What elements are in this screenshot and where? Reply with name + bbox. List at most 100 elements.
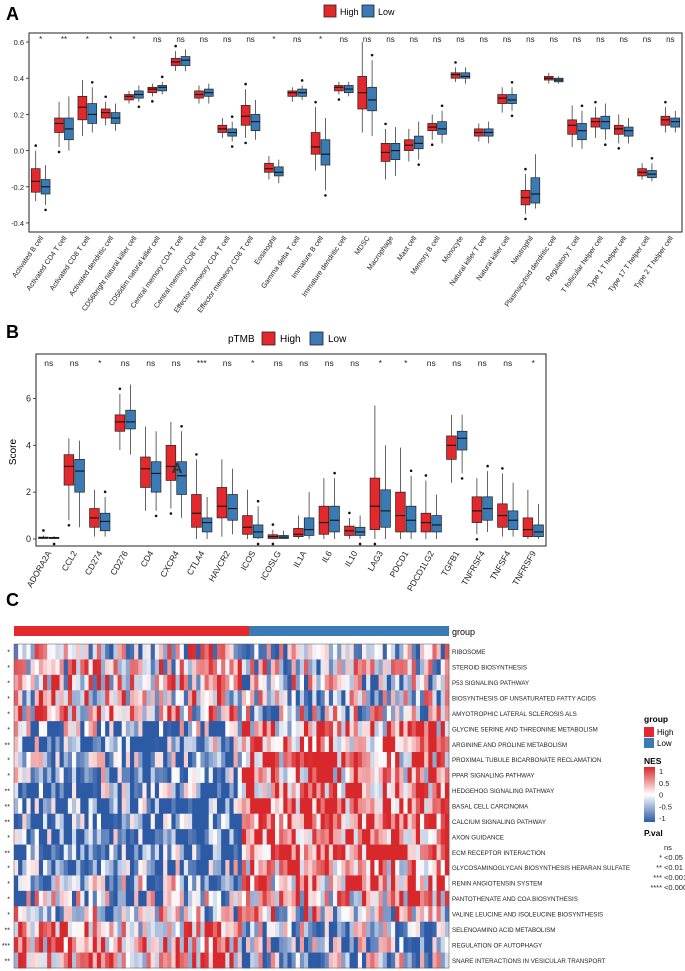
- heatmap-cell: [208, 813, 214, 830]
- heatmap-cell: [320, 952, 326, 969]
- heatmap-cell: [353, 860, 359, 876]
- heatmap-cell: [150, 906, 156, 923]
- heatmap-cell: [117, 782, 123, 799]
- heatmap-cell: [134, 952, 139, 969]
- heatmap-cell: [221, 937, 226, 953]
- significance-label: ns: [619, 35, 627, 44]
- heatmap-cell: [374, 782, 379, 799]
- heatmap-cell: [275, 782, 280, 799]
- heatmap-cell: [221, 906, 226, 923]
- heatmap-cell: [138, 767, 143, 784]
- heatmap-cell: [246, 644, 251, 660]
- legend-c-group-title: group: [644, 714, 668, 724]
- heatmap-cell: [80, 752, 85, 768]
- heatmap-cell: [146, 752, 152, 768]
- heatmap-cell: [14, 798, 19, 815]
- heatmap-cell: [225, 767, 230, 784]
- heatmap-cell: [84, 860, 89, 876]
- heatmap-cell: [212, 829, 218, 845]
- heatmap-cell: [200, 906, 205, 923]
- heatmap-cell: [34, 721, 40, 737]
- heatmap-cell: [241, 890, 247, 907]
- heatmap-cell: [175, 844, 181, 861]
- heatmap-cell: [411, 952, 417, 969]
- heatmap-cell: [183, 921, 189, 938]
- heatmap-cell: [43, 890, 48, 907]
- box-high: [310, 132, 321, 155]
- heatmap-cell: [254, 875, 259, 892]
- significance-label: *: [109, 35, 112, 44]
- heatmap-cell: [378, 921, 384, 938]
- heatmap-cell: [353, 767, 359, 784]
- heatmap-cell: [275, 860, 280, 876]
- box-low: [125, 409, 136, 430]
- heatmap-cell: [26, 752, 31, 768]
- heatmap-cell: [378, 767, 384, 784]
- heatmap-cell: [432, 644, 437, 660]
- heatmap-cell: [444, 798, 450, 815]
- heatmap-cell: [320, 721, 326, 737]
- heatmap-cell: [154, 829, 160, 845]
- heatmap-cell: [444, 721, 450, 737]
- heatmap-cell: [312, 952, 317, 969]
- heatmap-cell: [204, 782, 210, 799]
- heatmap-cell: [96, 736, 102, 753]
- heatmap-cell: [30, 890, 36, 907]
- heatmap-cell: [167, 937, 172, 953]
- heatmap-cell: [241, 875, 247, 892]
- heatmap-cell: [258, 860, 263, 876]
- heatmap-cell: [428, 659, 433, 676]
- heatmap-cell: [142, 721, 147, 737]
- heatmap-cell: [324, 921, 330, 938]
- heatmap-cell: [167, 860, 172, 876]
- heatmap-cell: [440, 798, 446, 815]
- box-low: [74, 459, 85, 493]
- heatmap-cell: [101, 644, 106, 660]
- heatmap-cell: [84, 844, 89, 861]
- heatmap-cell: [407, 767, 413, 784]
- heatmap-cell: [121, 890, 127, 907]
- box-high: [446, 435, 457, 460]
- heatmap-cell: [159, 844, 164, 861]
- heatmap-cell: [345, 736, 350, 753]
- heatmap-cell: [270, 921, 276, 938]
- heatmap-cell: [283, 690, 288, 707]
- row-pvalue-star: **: [5, 789, 11, 796]
- heatmap-cell: [403, 782, 408, 799]
- heatmap-cell: [345, 659, 350, 676]
- heatmap-cell: [117, 690, 123, 707]
- heatmap-cell: [432, 767, 437, 784]
- heatmap-cell: [362, 798, 367, 815]
- y-tick-label: 0.6: [14, 38, 24, 47]
- row-pvalue-star: *: [7, 665, 10, 672]
- heatmap-cell: [192, 921, 197, 938]
- heatmap-cell: [84, 906, 89, 923]
- heatmap-cell: [320, 813, 326, 830]
- heatmap-cell: [378, 906, 384, 923]
- heatmap-cell: [415, 767, 421, 784]
- heatmap-cell: [105, 705, 110, 722]
- heatmap-cell: [237, 921, 243, 938]
- heatmap-cell: [204, 860, 210, 876]
- heatmap-cell: [349, 767, 355, 784]
- heatmap-cell: [299, 875, 305, 892]
- row-label: RENIN ANGIOTENSIN SYSTEM: [452, 881, 542, 888]
- heatmap-cell: [179, 752, 185, 768]
- box-high: [293, 528, 304, 537]
- heatmap-cell: [159, 860, 164, 876]
- significance-label: ns: [153, 35, 161, 44]
- heatmap-cell: [67, 906, 73, 923]
- heatmap-cell: [440, 937, 446, 953]
- heatmap-cell: [287, 844, 292, 861]
- heatmap-cell: [167, 906, 172, 923]
- heatmap-cell: [391, 782, 396, 799]
- heatmap-cell: [171, 705, 176, 722]
- heatmap-cell: [407, 813, 413, 830]
- group-bar-high: [14, 626, 249, 636]
- x-tick-label: ICOSLG: [258, 549, 283, 582]
- heatmap-cell: [270, 721, 276, 737]
- heatmap-cell: [378, 644, 384, 660]
- heatmap-cell: [30, 690, 36, 707]
- heatmap-cell: [76, 721, 81, 737]
- heatmap-cell: [382, 952, 388, 969]
